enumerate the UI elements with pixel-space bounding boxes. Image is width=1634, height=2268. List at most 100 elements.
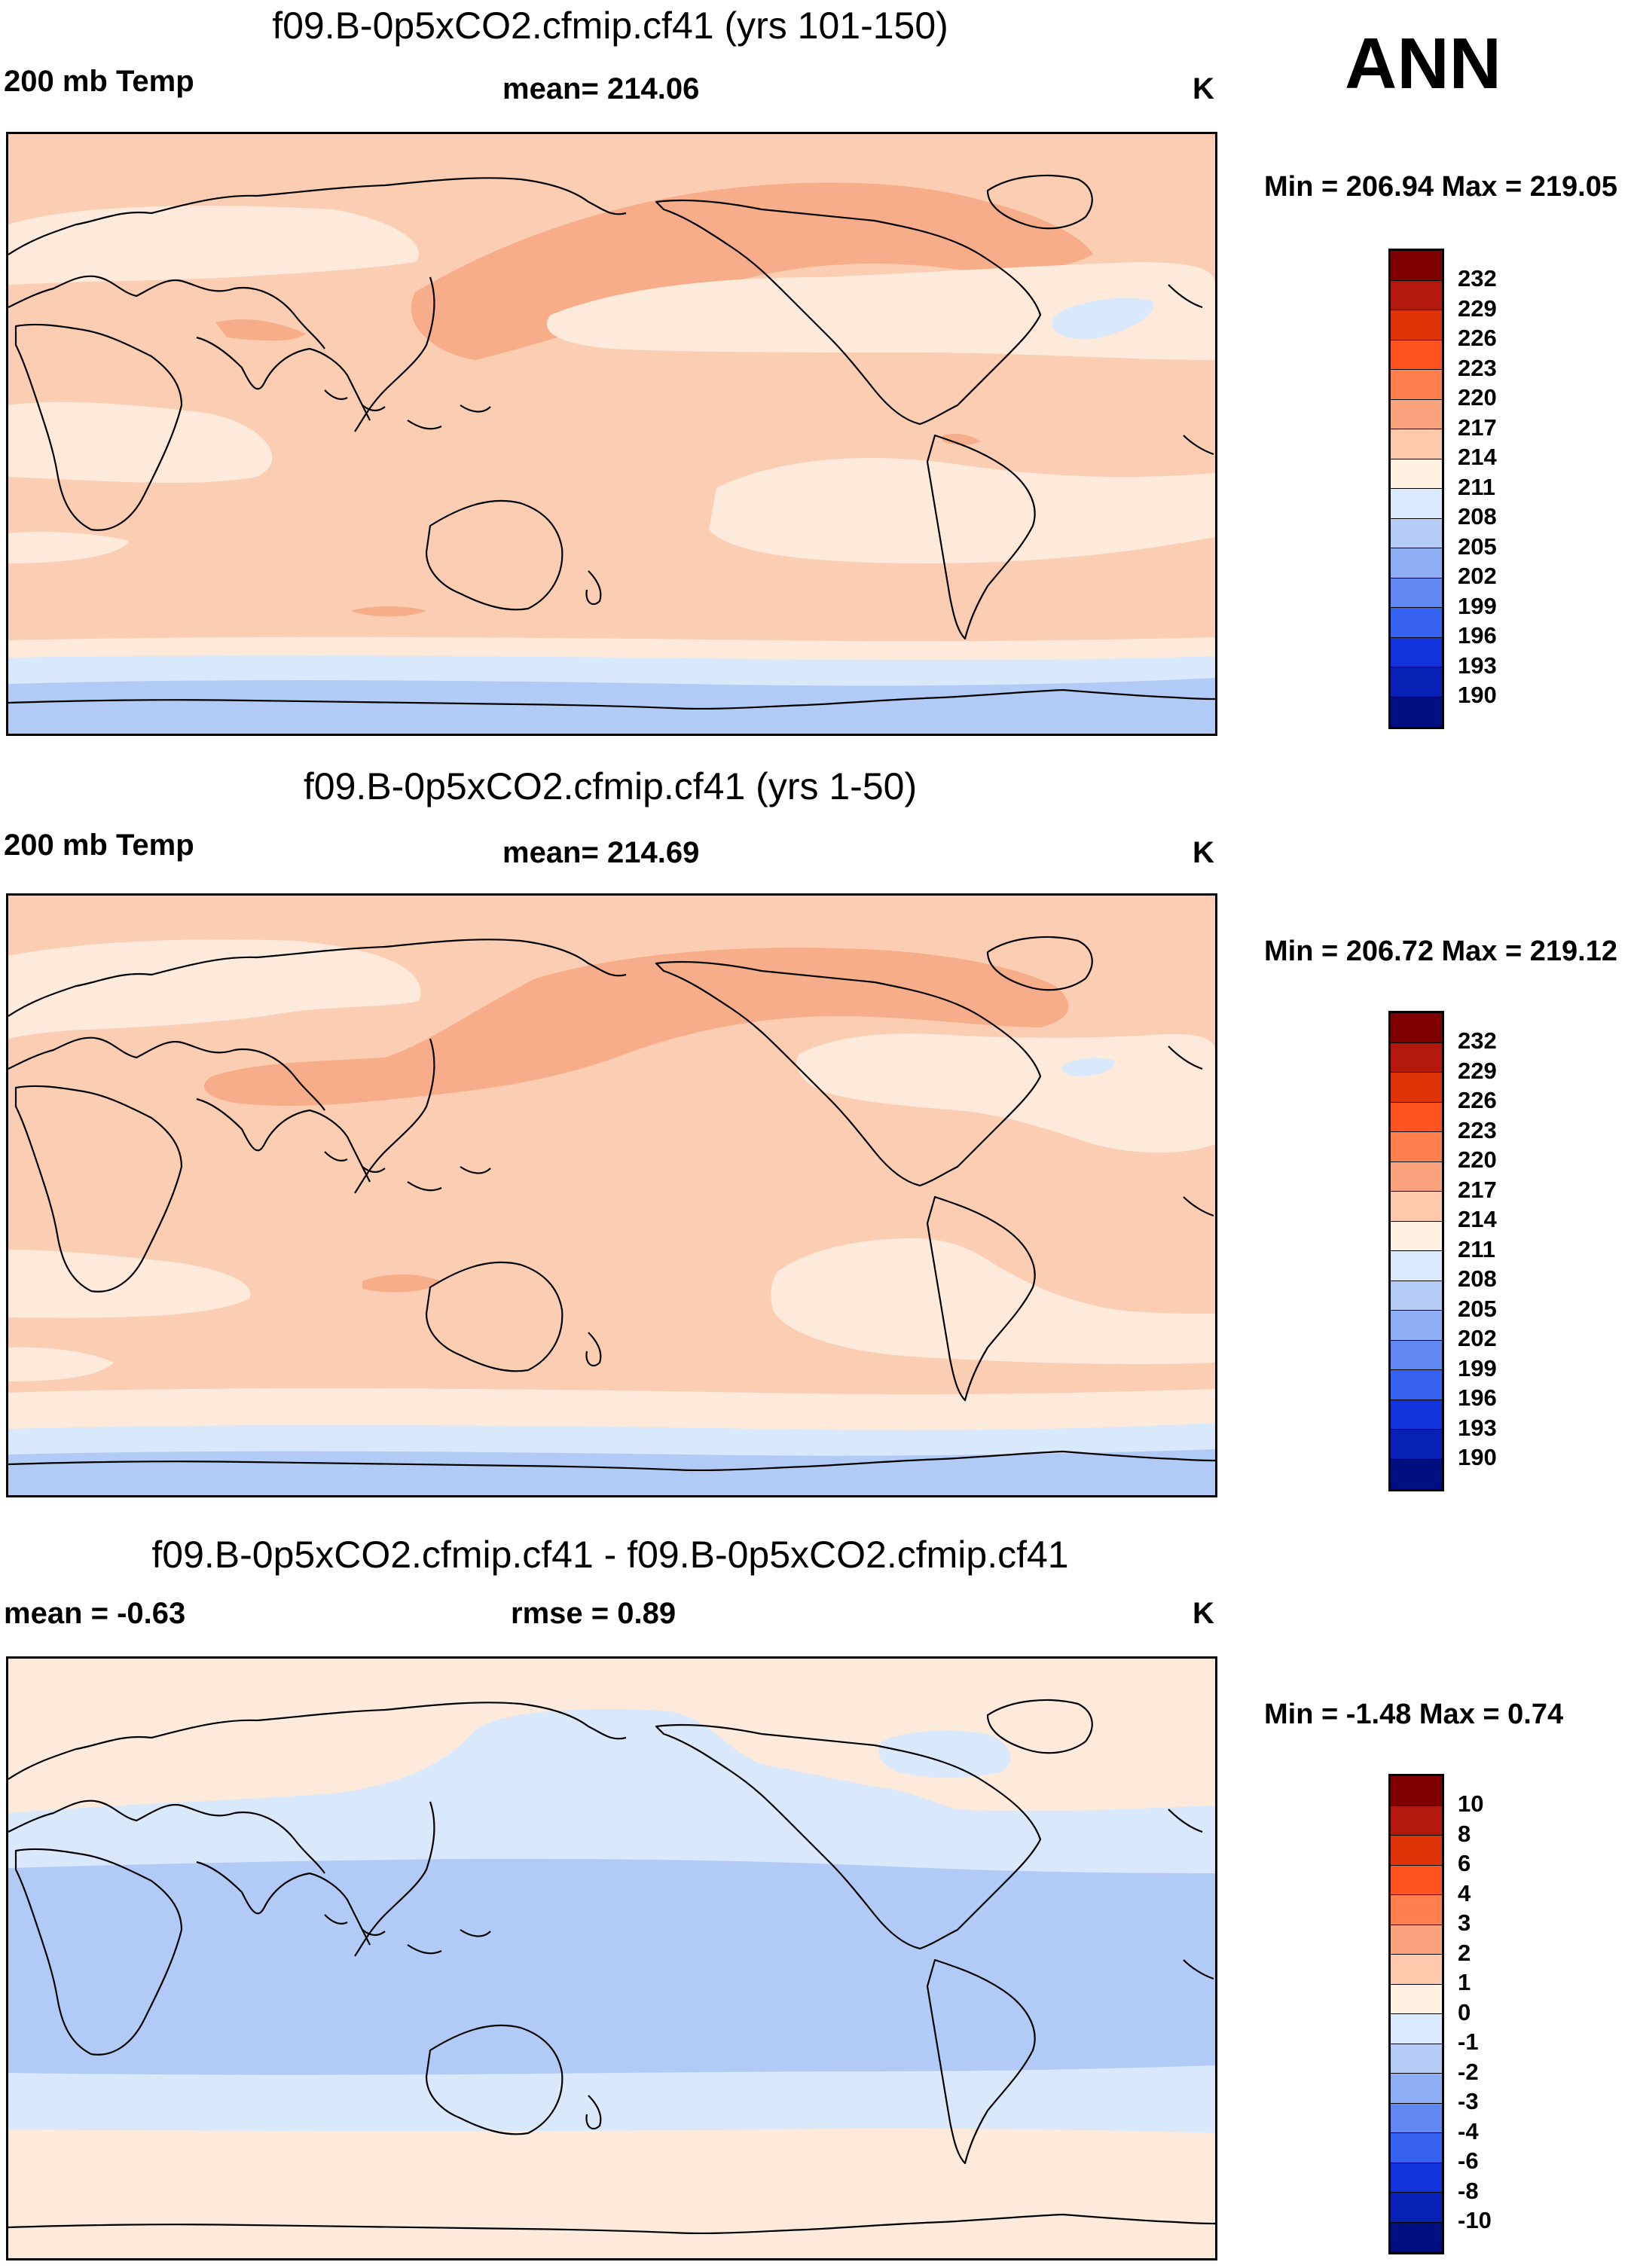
colorbar1-tick: 229 bbox=[1458, 295, 1497, 322]
colorbar2-swatch bbox=[1391, 1102, 1442, 1132]
panel3-minmax: Min = -1.48 Max = 0.74 bbox=[1264, 1699, 1564, 1730]
colorbar1-tick: 232 bbox=[1458, 265, 1497, 292]
colorbar1-tick: 211 bbox=[1458, 474, 1496, 500]
colorbar2-swatch bbox=[1391, 1013, 1442, 1043]
map3-coastlines bbox=[8, 1699, 1215, 2235]
colorbar1-tick: 223 bbox=[1458, 355, 1497, 381]
colorbar3-tick: 10 bbox=[1458, 1790, 1484, 1817]
panel2-map-svg bbox=[8, 896, 1215, 1495]
panel1-colorbar bbox=[1388, 249, 1444, 729]
panel2-title: f09.B-0p5xCO2.cfmip.cf41 (yrs 1-50) bbox=[303, 765, 918, 807]
colorbar3-tick: 3 bbox=[1458, 1909, 1471, 1936]
colorbar2-swatch bbox=[1391, 1430, 1442, 1460]
map1-cool-nw bbox=[8, 206, 420, 285]
panel2-map bbox=[6, 893, 1217, 1497]
colorbar2-tick: 208 bbox=[1458, 1265, 1497, 1292]
colorbar2-tick: 205 bbox=[1458, 1296, 1497, 1322]
colorbar2-swatch bbox=[1391, 1281, 1442, 1311]
colorbar1-swatch bbox=[1391, 370, 1442, 400]
colorbar3-swatch bbox=[1391, 2044, 1442, 2074]
colorbar3-swatch bbox=[1391, 1925, 1442, 1955]
panel2-units: K bbox=[1193, 836, 1214, 869]
map1-blue-patch bbox=[1052, 298, 1154, 340]
colorbar3-swatch bbox=[1391, 2222, 1442, 2252]
colorbar1-tick: 214 bbox=[1458, 444, 1497, 470]
map1-coast-europe bbox=[8, 275, 325, 350]
colorbar1-tick: 190 bbox=[1458, 682, 1497, 708]
panel1-mean-label: mean= 214.06 bbox=[502, 72, 700, 105]
colorbar1-swatch bbox=[1391, 340, 1442, 370]
colorbar3-tick: 8 bbox=[1458, 1821, 1471, 1847]
colorbar2-swatch bbox=[1391, 1042, 1442, 1073]
colorbar3-swatch bbox=[1391, 2014, 1442, 2044]
colorbar3-swatch bbox=[1391, 2074, 1442, 2104]
map3-coast-australia bbox=[425, 2024, 564, 2135]
colorbar2-tick: 199 bbox=[1458, 1355, 1497, 1381]
map2-cool-nw bbox=[8, 939, 421, 1039]
colorbar1-tick: 226 bbox=[1458, 325, 1497, 351]
colorbar3-swatch bbox=[1391, 2103, 1442, 2133]
colorbar3-tick: 6 bbox=[1458, 1850, 1471, 1876]
map1-warm-spot-c bbox=[942, 433, 980, 445]
colorbar2-swatch bbox=[1391, 1370, 1442, 1400]
panel1-units: K bbox=[1193, 72, 1214, 105]
colorbar1-swatch bbox=[1391, 310, 1442, 340]
colorbar2-tick: 214 bbox=[1458, 1206, 1497, 1232]
colorbar2-tick: 229 bbox=[1458, 1058, 1497, 1084]
map3-coast-asia-e bbox=[354, 1801, 435, 1957]
colorbar1-swatch bbox=[1391, 518, 1442, 548]
map3-coast-india bbox=[196, 1860, 371, 1946]
colorbar2-swatch bbox=[1391, 1132, 1442, 1162]
map3-coast-greenland bbox=[986, 1699, 1093, 1754]
map1-coastlines bbox=[8, 174, 1215, 710]
colorbar3-tick: -1 bbox=[1458, 2028, 1479, 2055]
colorbar1-swatch bbox=[1391, 280, 1442, 310]
colorbar2-tick: 220 bbox=[1458, 1146, 1497, 1173]
colorbar1-swatch bbox=[1391, 697, 1442, 727]
map3-coast-samerica bbox=[926, 1958, 1036, 2165]
colorbar3-tick: 2 bbox=[1458, 1940, 1471, 1966]
map2-cool-safrica bbox=[8, 1250, 251, 1318]
colorbar1-tick: 220 bbox=[1458, 384, 1497, 411]
colorbar3-swatch bbox=[1391, 1836, 1442, 1866]
panel3-colorbar bbox=[1388, 1774, 1444, 2254]
map1-coast-nz bbox=[585, 570, 602, 606]
map2-cool-sepac bbox=[771, 1238, 1215, 1365]
map1-coast-asia-e bbox=[354, 276, 435, 432]
colorbar3-tick: -3 bbox=[1458, 2088, 1479, 2114]
colorbar3-swatch bbox=[1391, 2193, 1442, 2223]
map2-coast-eurasia-n bbox=[8, 939, 627, 1017]
colorbar2-swatch bbox=[1391, 1311, 1442, 1341]
map2-coast-greenland bbox=[986, 936, 1093, 991]
colorbar3-tick: -4 bbox=[1458, 2118, 1479, 2144]
map1-warm-spot-b bbox=[351, 606, 426, 617]
map1-coast-africa bbox=[14, 323, 183, 531]
map2-coast-nz bbox=[585, 1332, 602, 1367]
colorbar1-tick: 193 bbox=[1458, 652, 1497, 679]
colorbar1-swatch bbox=[1391, 399, 1442, 429]
colorbar1-tick: 217 bbox=[1458, 414, 1497, 441]
panel1-title: f09.B-0p5xCO2.cfmip.cf41 (yrs 101-150) bbox=[272, 5, 948, 47]
colorbar1-tick: 202 bbox=[1458, 563, 1497, 589]
map3-coast-eurasia-n bbox=[8, 1702, 627, 1780]
colorbar2-tick: 193 bbox=[1458, 1415, 1497, 1441]
colorbar1-swatch bbox=[1391, 667, 1442, 697]
colorbar3-tick: -10 bbox=[1458, 2207, 1492, 2233]
panel3-map bbox=[6, 1656, 1217, 2260]
map2-coast-africa bbox=[14, 1085, 183, 1293]
map1-coast-antarctica bbox=[8, 688, 1215, 710]
panel3-map-svg bbox=[8, 1659, 1215, 2258]
map3-coast-africa bbox=[14, 1848, 183, 2056]
colorbar2-tick: 196 bbox=[1458, 1384, 1497, 1411]
map1-warm-spot-a bbox=[215, 319, 306, 341]
colorbar1-swatch bbox=[1391, 637, 1442, 667]
colorbar2-tick: 211 bbox=[1458, 1236, 1496, 1262]
panel1-map-svg bbox=[8, 134, 1215, 734]
map1-cool-sepac bbox=[709, 458, 1215, 563]
colorbar3-swatch bbox=[1391, 2133, 1442, 2163]
map3-band-m2-m1 bbox=[8, 1858, 1215, 2075]
colorbar1-swatch bbox=[1391, 429, 1442, 459]
map1-coast-australia bbox=[425, 499, 564, 611]
colorbar1-swatch bbox=[1391, 251, 1442, 281]
colorbar2-tick: 232 bbox=[1458, 1027, 1497, 1054]
